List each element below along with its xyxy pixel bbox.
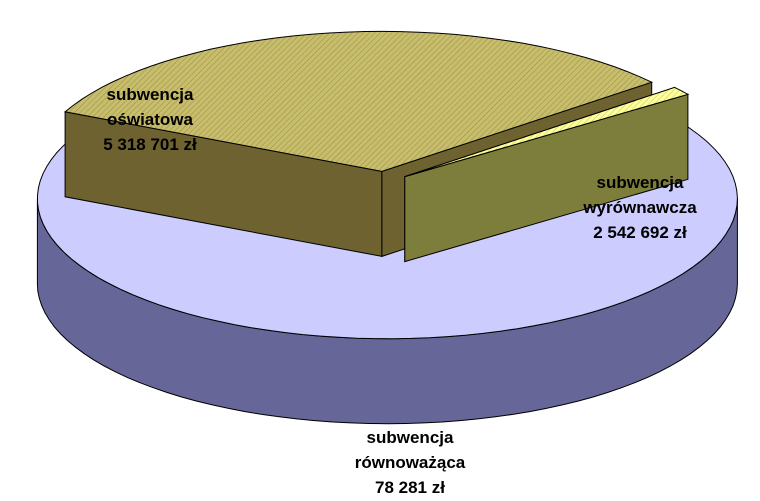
slice-label: subwencja równoważąca 78 281 zł [335,425,485,500]
category-label: subwencja równoważąca [354,428,466,472]
slice-label: subwencja wyrównawcza 2 542 692 zł [565,170,715,245]
slice-hatch [404,87,688,177]
value-label: 78 281 zł [375,478,445,497]
slice-label: subwencja oświatowa 5 318 701 zł [75,82,225,157]
slice-hatch [65,31,652,172]
value-label: 2 542 692 zł [593,223,687,242]
value-label: 5 318 701 zł [103,135,197,154]
category-label: subwencja wyrównawcza [583,173,697,217]
category-label: subwencja oświatowa [106,85,194,129]
